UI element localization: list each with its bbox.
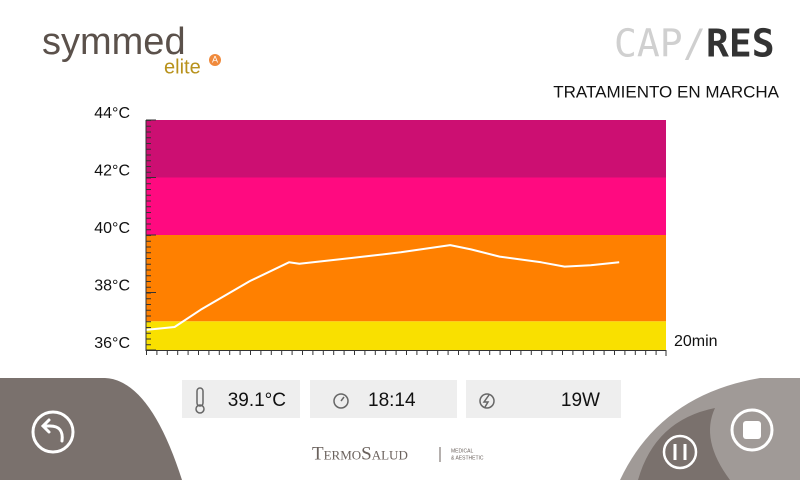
power-box (466, 380, 621, 418)
thermometer-bulb (195, 404, 205, 414)
logo-model: elite (164, 56, 201, 78)
pause-button[interactable] (662, 434, 698, 470)
temperature-band (146, 177, 666, 235)
y-tick-label: 44°C (94, 105, 130, 122)
y-tick-label: 42°C (94, 163, 130, 180)
logo-badge: A (212, 54, 218, 64)
y-tick-label: 36°C (94, 335, 130, 352)
mode-inactive[interactable]: CAP (614, 22, 683, 66)
x-minor-ticks (146, 350, 666, 356)
x-tick-label: 20min (674, 333, 718, 350)
stop-ring (730, 408, 774, 452)
thermometer-icon (196, 387, 204, 407)
power-bolt (482, 394, 490, 408)
back-arrow (40, 418, 64, 443)
temperature-line (145, 244, 620, 331)
stop-square (743, 421, 761, 439)
footer-brand: TermoSalud (312, 443, 408, 464)
power-icon (479, 393, 495, 409)
temp-box (182, 380, 300, 418)
pause-ring (662, 434, 698, 470)
logo-badge-bg (209, 54, 221, 66)
temperature-readout: 39.1°C (228, 390, 286, 411)
logo-brand: symmed (42, 21, 186, 63)
temperature-band (146, 321, 666, 350)
temperature-band (146, 235, 666, 322)
mode-separator: / (683, 22, 706, 66)
stopwatch-hand (340, 396, 345, 402)
y-tick-label: 40°C (94, 220, 130, 237)
time-readout: 18:14 (368, 390, 416, 411)
back-ring (31, 410, 75, 454)
y-tick-label: 38°C (94, 278, 130, 295)
temperature-band (146, 120, 666, 178)
mode-active[interactable]: RES (706, 22, 775, 66)
stop-button[interactable] (730, 408, 774, 452)
back-button[interactable] (31, 410, 75, 454)
back-panel (0, 378, 182, 480)
status: TRATAMIENTO EN MARCHA (553, 82, 779, 101)
footer-tag: & AESTHETIC (451, 455, 484, 461)
chart (145, 120, 666, 350)
stopwatch-icon (333, 393, 349, 409)
power-readout: 19W (561, 390, 600, 411)
footer-tag: MEDICAL (451, 448, 473, 454)
